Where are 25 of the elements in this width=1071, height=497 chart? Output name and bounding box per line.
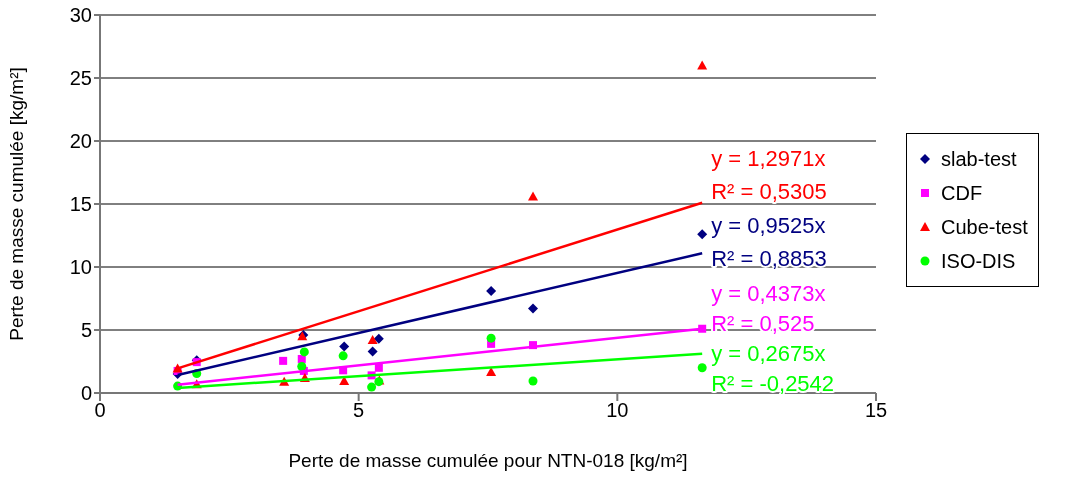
x-axis-title: Perte de masse cumulée pour NTN-018 [kg/m²] [288,450,688,471]
annotation: R² = 0,5305 [711,178,827,204]
annotation: y = 1,2971x [711,145,826,171]
annotation: y = 0,9525x [711,213,826,239]
y-tick-label: 25 [69,67,92,90]
y-tick-label: 0 [80,382,92,405]
y-tick-label: 20 [69,130,92,153]
y-tick-label: 10 [69,256,92,279]
annotation: R² = 0,525 [711,310,815,336]
legend-label: CDF [941,181,983,205]
y-axis-title: Perte de masse cumulée [kg/m²] [5,67,27,341]
annotation: R² = 0,8853 [711,246,827,272]
x-tick-label: 0 [94,399,106,422]
legend-label: slab-test [941,147,1017,171]
legend-label: ISO-DIS [941,249,1016,273]
y-tick-label: 30 [69,4,92,27]
annotation: y = 0,4373x [711,280,826,306]
x-tick-label: 5 [353,399,365,422]
x-tick-label: 10 [606,399,629,422]
y-tick-label: 15 [69,193,92,216]
annotation: y = 0,2675x [711,340,826,366]
x-tick-label: 15 [864,399,888,422]
legend-label: Cube-test [941,215,1028,239]
y-tick-label: 5 [80,319,92,342]
annotation: R² = -0,2542 [711,370,835,396]
